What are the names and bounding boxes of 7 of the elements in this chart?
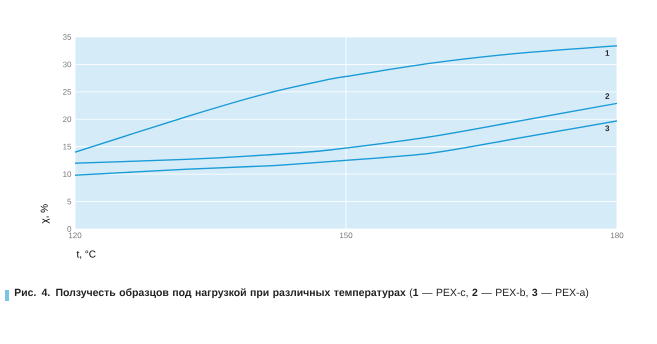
line-series (74, 102, 618, 164)
line-series (74, 120, 618, 176)
x-axis-title: t, °C (76, 250, 96, 259)
y-axis-title: χ, % (40, 204, 50, 224)
text: (1 — PEX-c, 2 — PEX-b, 3 — PEX-a) (410, 288, 588, 298)
text: Рис. 4. Ползучесть образцов под нагрузкой при различных температурах (14, 288, 406, 298)
line-series (74, 45, 618, 153)
